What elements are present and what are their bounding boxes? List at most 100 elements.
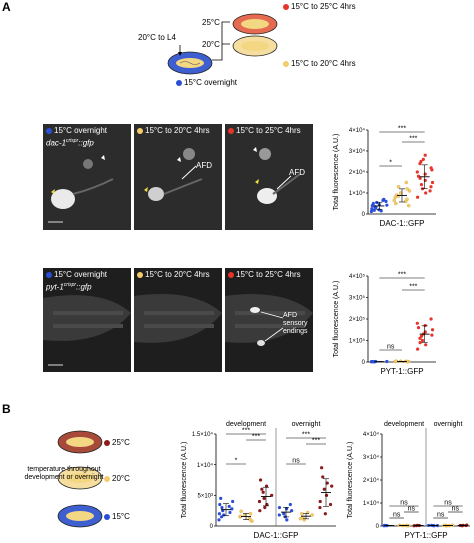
afd-sensory-annotation: AFD sensory endings: [283, 312, 308, 335]
sig-label: ***: [398, 126, 406, 133]
sig-label: ns: [400, 500, 408, 507]
data-point: [394, 359, 398, 364]
data-point: [328, 502, 333, 507]
plate-25c-inner: [241, 19, 269, 29]
data-point: [258, 478, 263, 482]
red-dot-icon: [228, 271, 234, 278]
data-point: [318, 499, 322, 504]
data-point: [371, 360, 375, 364]
blue-dot-icon: [46, 127, 52, 134]
data-point: [405, 187, 409, 191]
data-point: [424, 191, 428, 195]
x-axis-label: PYT-1::GFP: [380, 367, 423, 376]
chart-dac1-b: 0 5×10³ 1×10⁴ 1.5×10⁴ Total fluorescence (A.…: [181, 421, 336, 540]
schematic-branch-mid: 20°C: [202, 40, 220, 49]
y-tick-label: 5×10³: [197, 494, 213, 500]
data-point: [260, 487, 264, 491]
micrograph-r2-c1: 15°C overnight pyt-1crispr::gfp: [43, 268, 131, 372]
data-point: [217, 512, 221, 516]
data-point: [262, 496, 266, 500]
y-tick-label: 1×10⁵: [349, 338, 366, 345]
data-point: [325, 481, 329, 485]
y-tick-label: 1.5×10⁴: [192, 431, 214, 438]
yellow-dot-icon: [283, 60, 289, 67]
blue-dot-icon: [46, 271, 52, 278]
data-point: [298, 516, 303, 521]
y-tick-label: 3×10⁴: [349, 148, 366, 155]
data-point: [248, 518, 253, 522]
data-point: [284, 507, 289, 511]
micrograph-r1-c1-svg: [43, 124, 131, 230]
yellow-dot-icon: [104, 475, 110, 482]
data-point: [264, 484, 269, 488]
blue-dot-icon: [176, 79, 182, 86]
micrograph-r1-c2-svg: [134, 124, 222, 230]
y-tick-label: 3×10⁴: [363, 454, 380, 461]
sig-label: *: [235, 458, 238, 465]
data-point: [288, 502, 292, 507]
data-point: [258, 509, 262, 513]
data-point: [394, 201, 398, 206]
r1-c2-label: 15°C to 20°C 4hrs: [137, 126, 210, 135]
micrograph-r2-c3-svg: [225, 268, 313, 372]
schematic-b-svg: [57, 430, 103, 528]
data-point: [416, 195, 420, 199]
data-point: [418, 341, 422, 345]
data-point: [430, 168, 434, 172]
data-point: [406, 203, 411, 208]
data-point: [430, 328, 435, 332]
data-point: [418, 336, 422, 340]
y-tick-label: 3×10⁵: [349, 295, 366, 302]
sig-label: ns: [292, 458, 300, 465]
y-axis-label: Total fluorescence (A.U.): [347, 442, 354, 519]
data-point: [374, 205, 378, 209]
temp-b-20: 20°C: [104, 474, 130, 483]
data-point: [419, 159, 423, 164]
data-point: [420, 338, 425, 343]
data-point: [430, 333, 434, 337]
y-tick-label: 4×10⁴: [363, 431, 380, 438]
group-label: development: [226, 421, 266, 428]
sig-label: *: [389, 160, 392, 167]
y-tick-label: 0: [362, 360, 366, 366]
y-tick-label: 4×10⁵: [349, 273, 366, 280]
chart-dac1-a: 0 1×10⁴ 2×10⁴ 3×10⁴ 4×10⁴ Total fluorescence …: [333, 126, 436, 228]
y-tick-label: 0: [362, 212, 366, 218]
sig-label: ***: [242, 428, 250, 435]
data-point: [404, 180, 409, 185]
data-point: [322, 487, 326, 491]
afd-label-1: AFD: [196, 161, 212, 170]
x-axis-label: PYT-1::GFP: [404, 531, 447, 540]
panel-letter-b: B: [2, 402, 11, 416]
data-point: [398, 191, 403, 195]
chart-pyt1-b: 0 1×10⁴ 2×10⁴ 3×10⁴ 4×10⁴ Total fluorescence …: [347, 421, 470, 540]
data-point: [371, 201, 375, 206]
data-point: [248, 511, 253, 516]
y-axis-label: Total fluorescence (A.U.): [333, 281, 340, 358]
data-point: [369, 209, 373, 214]
data-point: [423, 323, 427, 328]
data-point: [230, 507, 234, 511]
micrograph-r1-c3-svg: [225, 124, 313, 230]
data-point: [379, 209, 383, 213]
schematic-legend-top: 15°C to 25°C 4hrs: [283, 2, 356, 11]
data-point: [323, 512, 327, 516]
data-point: [324, 493, 329, 497]
data-point: [392, 198, 396, 203]
data-point: [415, 321, 419, 325]
data-point: [419, 183, 424, 187]
data-point: [263, 506, 267, 510]
group-label: development: [384, 421, 424, 428]
micrograph-r2-c3: 15°C to 25°C 4hrs AFD sensory endings: [225, 268, 313, 372]
data-point: [385, 203, 389, 207]
gene-label-pyt1: pyt-1crispr::gfp: [46, 282, 92, 292]
r2-c3-label: 15°C to 25°C 4hrs: [228, 270, 301, 279]
data-point: [424, 343, 428, 347]
data-point: [385, 359, 389, 364]
sig-label: ns: [452, 506, 460, 513]
sig-label: ***: [252, 434, 260, 441]
data-point: [330, 484, 334, 488]
data-point: [285, 518, 289, 522]
data-point: [219, 515, 224, 519]
x-axis-label: DAC-1::GFP: [380, 219, 425, 228]
